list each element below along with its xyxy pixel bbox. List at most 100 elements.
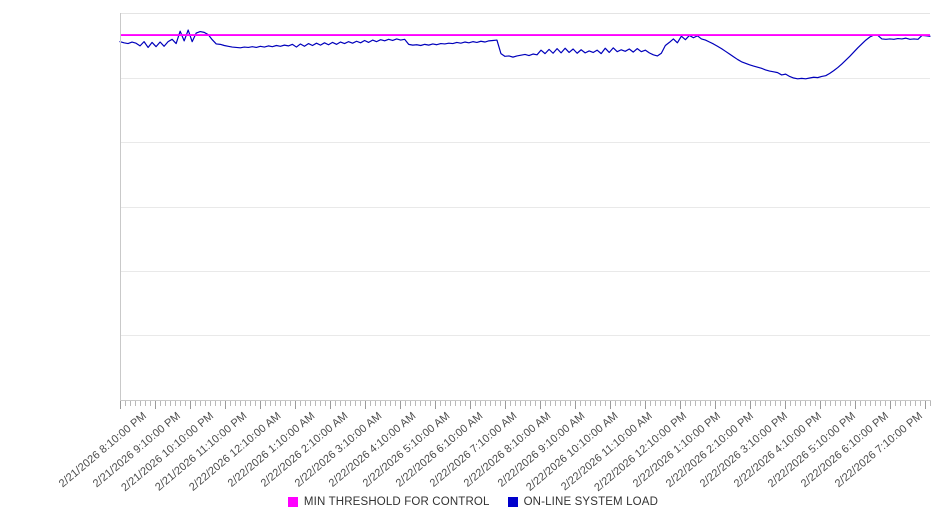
x-axis-tick-minor (325, 401, 326, 406)
x-axis-tick-minor (460, 401, 461, 406)
x-axis-tick-minor (815, 401, 816, 406)
x-axis-tick-minor (495, 401, 496, 406)
x-axis-tick-minor (700, 401, 701, 406)
x-axis-tick-minor (800, 401, 801, 406)
x-axis-tick-minor (530, 401, 531, 406)
x-axis-tick-minor (290, 401, 291, 406)
x-axis-tick-minor (310, 401, 311, 406)
x-axis-tick-minor (845, 401, 846, 406)
x-axis-tick-minor (865, 401, 866, 406)
gridline (120, 207, 930, 208)
x-axis-tick-major (715, 401, 716, 409)
y-axis-line (120, 13, 121, 401)
x-axis-tick-major (365, 401, 366, 409)
gridline (120, 271, 930, 272)
plot-area (119, 13, 931, 401)
x-axis-tick-minor (705, 401, 706, 406)
x-axis-tick-minor (770, 401, 771, 406)
legend-item[interactable]: ON-LINE SYSTEM LOAD (507, 496, 659, 508)
x-axis-tick-major (820, 401, 821, 409)
x-axis-tick-minor (755, 401, 756, 406)
x-axis-tick-minor (320, 401, 321, 406)
x-axis-tick-minor (480, 401, 481, 406)
x-axis-tick-minor (230, 401, 231, 406)
x-axis-tick-major (540, 401, 541, 409)
x-axis-tick-minor (300, 401, 301, 406)
x-axis-tick-minor (825, 401, 826, 406)
x-axis-tick-minor (840, 401, 841, 406)
x-axis-tick-minor (500, 401, 501, 406)
x-axis-tick-minor (915, 401, 916, 406)
x-axis-tick-minor (585, 401, 586, 406)
x-axis-tick-minor (305, 401, 306, 406)
x-axis-tick-minor (130, 401, 131, 406)
x-axis-tick-minor (690, 401, 691, 406)
legend-label: MIN THRESHOLD FOR CONTROL (303, 496, 490, 508)
x-axis-tick-minor (485, 401, 486, 406)
x-axis-tick-minor (675, 401, 676, 406)
x-axis-tick-minor (380, 401, 381, 406)
x-axis-labels: 2/21/2026 8:10:00 PM 2/21/2026 9:10:00 PM… (0, 410, 946, 494)
x-axis-tick-minor (180, 401, 181, 406)
x-axis-tick-minor (215, 401, 216, 406)
x-axis-tick-minor (625, 401, 626, 406)
x-axis-tick-minor (810, 401, 811, 406)
x-axis-tick-minor (450, 401, 451, 406)
x-axis-tick-minor (135, 401, 136, 406)
x-axis-tick-major (155, 401, 156, 409)
x-axis-tick-major (190, 401, 191, 409)
series-canvas (119, 29, 931, 80)
x-axis-tick-minor (145, 401, 146, 406)
x-axis-tick-minor (275, 401, 276, 406)
x-axis-tick-minor (620, 401, 621, 406)
x-axis-tick-minor (860, 401, 861, 406)
x-axis-tick-minor (900, 401, 901, 406)
x-axis-tick-major (260, 401, 261, 409)
x-axis-tick-major (575, 401, 576, 409)
x-axis-tick-minor (245, 401, 246, 406)
x-axis-tick-minor (250, 401, 251, 406)
x-axis-tick-minor (360, 401, 361, 406)
x-axis-tick-minor (165, 401, 166, 406)
legend-label: ON-LINE SYSTEM LOAD (523, 496, 659, 508)
x-axis-tick-minor (790, 401, 791, 406)
x-axis-tick-minor (160, 401, 161, 406)
x-axis-tick-minor (630, 401, 631, 406)
x-axis-tick-minor (640, 401, 641, 406)
x-axis-tick-minor (775, 401, 776, 406)
chart-legend: MIN THRESHOLD FOR CONTROL ON-LINE SYSTEM … (0, 496, 946, 508)
x-axis-tick-minor (370, 401, 371, 406)
x-axis-tick-minor (555, 401, 556, 406)
x-axis-tick-minor (550, 401, 551, 406)
legend-item[interactable]: MIN THRESHOLD FOR CONTROL (287, 496, 490, 508)
series-line-on-line-system-load (119, 29, 931, 80)
legend-color-swatch (507, 497, 518, 507)
x-axis-tick-minor (740, 401, 741, 406)
x-axis-tick-minor (410, 401, 411, 406)
x-axis-tick-minor (605, 401, 606, 406)
x-axis-tick-minor (660, 401, 661, 406)
x-axis-tick-minor (655, 401, 656, 406)
x-axis-tick-minor (175, 401, 176, 406)
x-axis-tick-minor (390, 401, 391, 406)
x-axis-tick-minor (475, 401, 476, 406)
x-axis-tick-minor (125, 401, 126, 406)
x-axis-tick-minor (780, 401, 781, 406)
x-axis-tick-minor (265, 401, 266, 406)
x-axis-tick-minor (745, 401, 746, 406)
x-axis-tick-minor (600, 401, 601, 406)
x-axis-tick-minor (185, 401, 186, 406)
x-axis-tick-minor (910, 401, 911, 406)
x-axis-tick-minor (710, 401, 711, 406)
x-axis-tick-minor (445, 401, 446, 406)
x-axis-tick-major (505, 401, 506, 409)
x-axis-tick-minor (465, 401, 466, 406)
x-axis-tick-minor (685, 401, 686, 406)
x-axis-tick-minor (830, 401, 831, 406)
x-axis-tick-minor (920, 401, 921, 406)
x-axis-tick-minor (635, 401, 636, 406)
x-axis-tick-minor (350, 401, 351, 406)
x-axis-tick-minor (335, 401, 336, 406)
x-axis-tick-minor (735, 401, 736, 406)
x-axis-tick-major (785, 401, 786, 409)
